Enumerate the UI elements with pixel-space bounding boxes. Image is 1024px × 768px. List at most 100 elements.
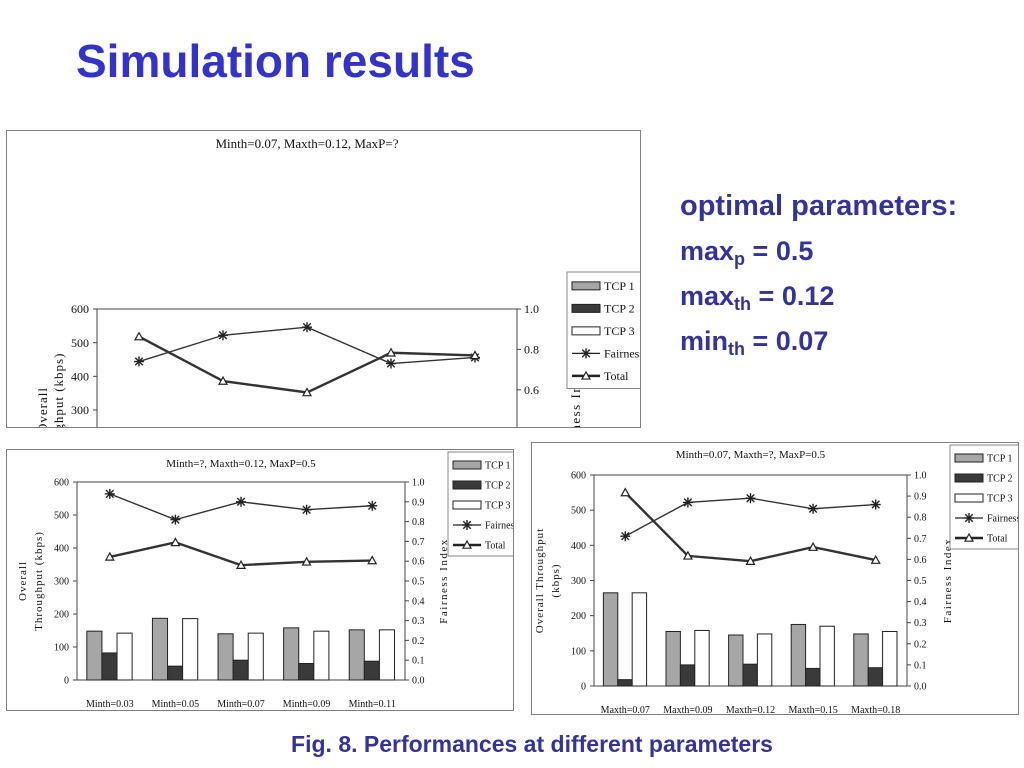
- series-total-point: [620, 487, 631, 497]
- series-fairness-point-stroke: [367, 501, 377, 511]
- series-fairness-point: [302, 322, 312, 333]
- legend-label: TCP 3: [485, 501, 510, 512]
- params-heading: optimal parameters:: [680, 190, 958, 222]
- legend-item: TCP 2: [954, 473, 1012, 485]
- bar-tcp3: [882, 630, 898, 687]
- series-total-point: [217, 375, 229, 385]
- y-tick-label: 400: [71, 370, 89, 384]
- series-fairness-point-stroke: [302, 505, 311, 514]
- y2-tick-label: 0.8: [412, 517, 425, 528]
- legend-item: TCP 3: [954, 493, 1012, 505]
- y2-tick-label: 0.5: [412, 577, 425, 588]
- y2-tick-label: 0.6: [524, 383, 539, 397]
- y-tick-label: 600: [571, 471, 586, 482]
- series-total-line: [138, 335, 476, 394]
- x-tick-label: Minth=0.11: [349, 699, 396, 710]
- bar-tcp2: [101, 652, 118, 681]
- series-fairness-point: [682, 497, 693, 508]
- x-tick-label: Maxth=0.18: [851, 705, 900, 714]
- chart-maxth-svg: Minth=0.07, Maxth=?, MaxP=0.5 0 100 200 300 4…: [534, 444, 1018, 714]
- chart-minth: Minth=?, Maxth=0.12, MaxP=0.5 0 100 200 300 4…: [6, 449, 514, 711]
- param-value: = 0.5: [745, 236, 814, 266]
- legend-swatch: [571, 303, 601, 313]
- legend-item: Total: [453, 539, 506, 552]
- series-fairness-point-stroke: [134, 357, 144, 366]
- y-tick-label: 500: [54, 511, 69, 522]
- x-tick-label: Minth=0.05: [152, 699, 200, 710]
- y2-tick-label: 1.0: [524, 302, 539, 316]
- bar-tcp1: [86, 630, 103, 681]
- legend-label: Total: [604, 369, 629, 383]
- param-line: maxth = 0.12: [680, 278, 957, 323]
- y2-tick-label: 1.0: [412, 478, 425, 489]
- bar-tcp1: [283, 627, 300, 681]
- y-tick-label: 0: [581, 682, 586, 693]
- legend-item: TCP 3: [452, 500, 510, 512]
- series-fairness-point-stroke: [746, 493, 755, 503]
- bar-tcp3: [631, 592, 648, 687]
- series-fairness-point: [367, 500, 378, 511]
- bar-tcp2: [363, 660, 380, 681]
- series-total-point: [301, 387, 313, 397]
- series-total-point: [745, 555, 756, 565]
- legend-item: Total: [572, 369, 629, 383]
- series-fairness-point-stroke: [236, 497, 246, 507]
- legend-marker: [964, 513, 974, 523]
- legend-label: Total: [987, 534, 1008, 545]
- legend-label: TCP 1: [485, 461, 510, 472]
- legend-marker: [462, 520, 472, 530]
- y2-tick-label: 0.0: [412, 676, 425, 687]
- y2-tick-label: 0.1: [914, 660, 927, 671]
- y2-tick-label: 0.4: [914, 597, 927, 608]
- series-fairness-point-stroke: [386, 359, 396, 368]
- bar-tcp2: [298, 663, 315, 681]
- bar-tcp2: [617, 679, 633, 687]
- series-fairness-point: [808, 503, 819, 514]
- legend-label: TCP 2: [987, 474, 1012, 485]
- series-fairness-point-stroke: [808, 504, 818, 514]
- legend-swatch: [954, 493, 984, 503]
- param-subscript: p: [734, 249, 746, 269]
- chart-title: Minth=0.07, Maxth=0.12, MaxP=?: [215, 136, 398, 151]
- series-fairness-point: [104, 488, 115, 499]
- legend-item: TCP 1: [954, 453, 1012, 465]
- legend-label: TCP 2: [485, 481, 510, 492]
- series-fairness-point: [134, 356, 144, 367]
- y-tick-label: 500: [71, 336, 89, 350]
- x-tick-label: Minth=0.03: [86, 699, 134, 710]
- y-tick-label: 600: [54, 478, 69, 489]
- y-tick-label: 100: [571, 646, 586, 657]
- legend-swatch: [452, 460, 482, 470]
- bar-tcp1: [665, 630, 681, 687]
- bar-tcp1: [790, 623, 807, 687]
- series-total-point: [808, 541, 819, 551]
- y2-tick-label: 0.5: [914, 576, 927, 587]
- param-line: maxp = 0.5: [680, 233, 957, 278]
- legend-swatch: [571, 326, 601, 336]
- x-tick-label: Minth=0.07: [217, 699, 265, 710]
- bar-tcp1: [151, 617, 169, 681]
- param-value: = 0.12: [751, 281, 835, 311]
- legend-marker: [963, 532, 975, 542]
- series-total-point: [385, 347, 397, 357]
- legend-label: Fairness: [485, 521, 513, 532]
- y-tick-label: 500: [571, 506, 586, 517]
- legend-item: TCP 1: [571, 279, 635, 293]
- x-tick-label: Maxth=0.15: [788, 705, 837, 714]
- bar-tcp2: [742, 663, 758, 687]
- y2-tick-label: 0.2: [914, 639, 927, 650]
- y2-tick-label: 0.8: [524, 343, 539, 357]
- series-fairness-point-stroke: [871, 500, 880, 509]
- bar-tcp1: [217, 633, 234, 681]
- param-lines: maxp = 0.5 maxth = 0.12 minth = 0.07: [680, 233, 957, 368]
- param-value: = 0.07: [745, 326, 829, 356]
- y-tick-label: 400: [54, 544, 69, 555]
- param-base: max: [680, 281, 735, 311]
- series-total-point: [870, 554, 881, 564]
- param-base: max: [680, 236, 735, 266]
- legend-marker: [581, 348, 591, 359]
- bar-tcp3: [182, 618, 199, 681]
- y-tick-label: 100: [54, 643, 69, 654]
- bar-tcp1: [602, 592, 619, 687]
- bar-tcp2: [679, 664, 696, 687]
